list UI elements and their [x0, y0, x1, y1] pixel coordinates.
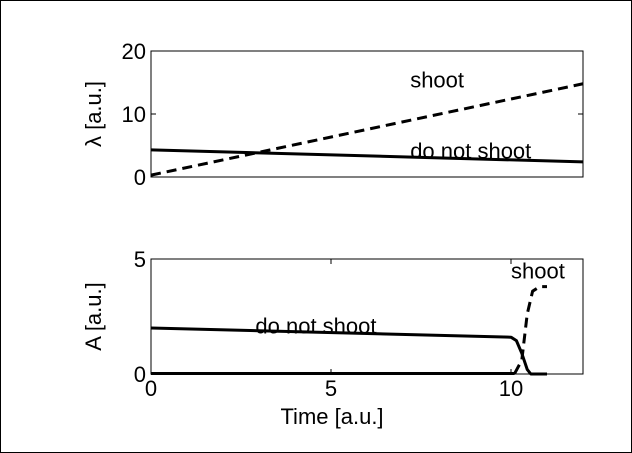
panel2-ylabel: A [a.u.]: [81, 282, 106, 351]
panel2-xlabel: Time [a.u.]: [280, 404, 383, 429]
panel1-annotation-shoot: shoot: [410, 67, 464, 92]
panel2-xtick-label: 10: [499, 376, 523, 401]
panel2-ytick-label: 5: [134, 247, 146, 272]
panel1-ylabel: λ [a.u.]: [81, 81, 106, 147]
panel1-ytick-label: 0: [134, 165, 146, 190]
panel2-annotation-do-not-shoot: do not shoot: [255, 314, 376, 339]
panel2-annotation-shoot: shoot: [511, 259, 565, 284]
panel1-series-do-not-shoot-line: [150, 148, 584, 164]
panel1-annotation-do-not-shoot: do not shoot: [410, 139, 531, 164]
panel2-ytick-label: 0: [134, 362, 146, 387]
panel1-ytick-label: 20: [122, 39, 146, 64]
panel1-series-shoot-line: [150, 82, 584, 177]
panel2-xtick-label: 0: [145, 376, 157, 401]
panel1-ytick-label: 10: [122, 102, 146, 127]
panel2-series-shoot-line: [513, 285, 547, 375]
panel2-xtick-label: 5: [325, 376, 337, 401]
